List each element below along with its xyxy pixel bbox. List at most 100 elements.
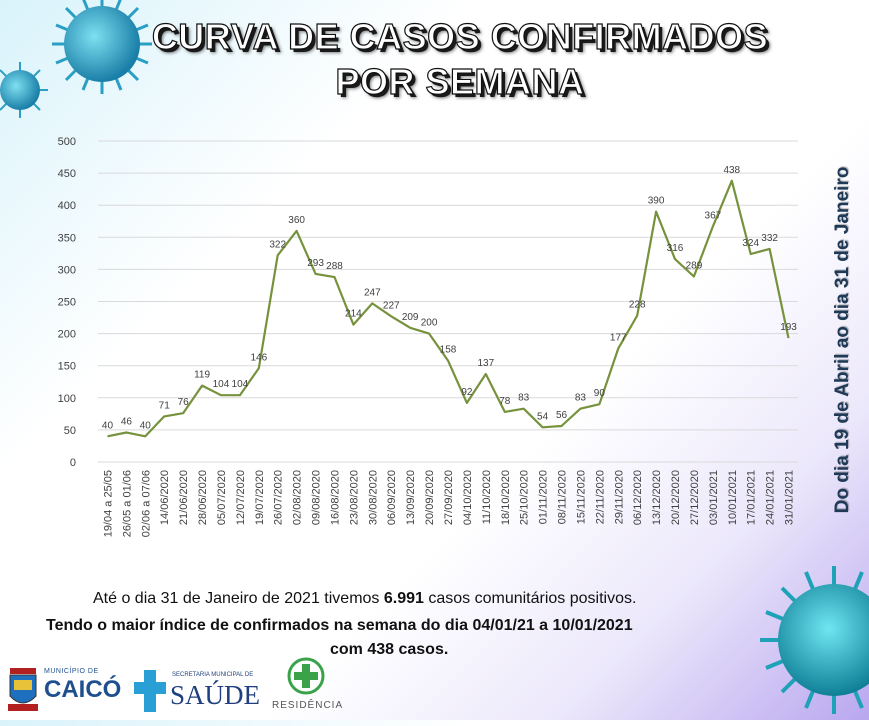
x-tick-label: 04/10/2020: [462, 470, 474, 525]
y-tick-label: 300: [58, 264, 76, 276]
x-tick-label: 10/01/2021: [727, 470, 739, 525]
saude-logo: SECRETARIA MUNICIPAL DE SAÚDE: [132, 666, 272, 718]
y-tick-label: 50: [64, 425, 76, 437]
x-tick-label: 17/01/2021: [746, 470, 758, 525]
x-tick-label: 20/12/2020: [670, 470, 682, 525]
caption-total: 6.991: [383, 590, 424, 607]
data-label: 228: [629, 300, 646, 311]
x-tick-label: 15/11/2020: [575, 470, 587, 524]
data-label: 200: [421, 318, 438, 329]
x-tick-label: 20/09/2020: [424, 470, 436, 525]
y-tick-label: 100: [58, 393, 76, 405]
data-label: 209: [402, 312, 419, 323]
residencia-emblem-icon: [287, 657, 325, 695]
virus-icon-left-small: [0, 62, 48, 118]
data-label: 104: [213, 379, 230, 390]
data-label: 83: [518, 393, 530, 404]
x-tick-label: 02/08/2020: [292, 470, 304, 525]
residencia-name: RESIDÊNCIA: [272, 700, 344, 711]
data-label: 288: [326, 261, 343, 272]
caico-name: CAICÓ: [44, 676, 122, 703]
data-label: 214: [345, 309, 362, 320]
data-label: 227: [383, 300, 400, 311]
data-label: 390: [648, 196, 665, 207]
x-tick-label: 28/06/2020: [197, 470, 209, 525]
data-label: 193: [780, 322, 797, 333]
data-label: 76: [178, 397, 190, 408]
title-line-1: CURVA DE CASOS CONFIRMADOS: [151, 15, 769, 57]
x-tick-label: 25/10/2020: [519, 470, 531, 525]
data-label: 104: [232, 379, 249, 390]
x-tick-label: 29/11/2020: [613, 470, 625, 524]
y-tick-label: 0: [70, 457, 76, 469]
data-label: 78: [499, 396, 511, 407]
data-label: 54: [537, 411, 549, 422]
x-tick-label: 02/06 a 07/06: [140, 470, 152, 537]
x-tick-label: 13/09/2020: [405, 470, 417, 525]
x-tick-label: 24/01/2021: [765, 470, 777, 525]
data-label: 46: [121, 416, 133, 427]
x-tick-label: 06/09/2020: [386, 470, 398, 525]
caption-line-1-post: casos comunitários positivos.: [423, 590, 637, 607]
x-tick-label: 18/10/2020: [500, 470, 512, 525]
data-label: 367: [705, 210, 722, 221]
data-label: 119: [194, 370, 210, 381]
caption-line-2: Tendo o maior índice de confirmados na s…: [46, 617, 633, 634]
title-line-2: POR SEMANA: [335, 60, 585, 102]
x-tick-label: 21/06/2020: [178, 470, 190, 525]
data-label: 56: [556, 410, 568, 421]
x-tick-label: 03/01/2021: [708, 470, 720, 525]
x-tick-label: 19/07/2020: [254, 470, 266, 525]
x-tick-label: 22/11/2020: [594, 470, 606, 524]
data-label: 158: [440, 345, 457, 356]
data-label: 92: [461, 387, 473, 398]
y-tick-label: 350: [58, 232, 76, 244]
x-tick-label: 27/12/2020: [689, 470, 701, 525]
data-label: 360: [288, 215, 305, 226]
data-label: 438: [723, 165, 740, 176]
y-tick-label: 200: [58, 329, 76, 341]
x-tick-label: 14/06/2020: [159, 470, 171, 525]
x-tick-label: 12/07/2020: [235, 470, 247, 525]
data-label: 71: [159, 400, 171, 411]
data-label: 293: [307, 258, 324, 269]
data-label: 324: [742, 238, 759, 249]
saude-cross-icon: [134, 670, 166, 712]
saude-name: SAÚDE: [170, 680, 261, 710]
y-tick-label: 450: [58, 168, 76, 180]
x-tick-label: 09/08/2020: [311, 470, 323, 525]
data-label: 83: [575, 393, 587, 404]
x-tick-label: 26/07/2020: [273, 470, 285, 525]
data-label: 177: [610, 332, 627, 343]
x-tick-label: 19/04 a 25/05: [102, 470, 114, 537]
data-label: 332: [761, 233, 778, 244]
data-label: 137: [477, 358, 494, 369]
caption-line-1: Até o dia 31 de Janeiro de 2021 tivemos …: [93, 590, 636, 608]
caico-crest-icon: [8, 668, 38, 711]
x-tick-label: 16/08/2020: [329, 470, 341, 525]
data-label: 40: [102, 420, 114, 431]
x-tick-label: 31/01/2021: [784, 470, 796, 525]
x-tick-label: 23/08/2020: [348, 470, 360, 525]
x-tick-label: 08/11/2020: [557, 470, 569, 524]
data-label: 289: [686, 260, 703, 271]
x-tick-label: 26/05 a 01/06: [121, 470, 133, 537]
page-title: CURVA DE CASOS CONFIRMADOS POR SEMANA: [60, 14, 860, 104]
data-label: 316: [667, 243, 684, 254]
x-tick-label: 30/08/2020: [367, 470, 379, 525]
data-label: 322: [269, 239, 286, 250]
date-range-vertical: Do dia 19 de Abril ao dia 31 de Janeiro: [832, 166, 853, 514]
x-tick-label: 01/11/2020: [538, 470, 550, 524]
series-line: [107, 179, 790, 438]
data-label: 247: [364, 287, 381, 298]
x-tick-label: 11/10/2020: [481, 470, 493, 524]
y-tick-label: 250: [58, 297, 76, 309]
caico-small: MUNICÍPIO DE: [44, 668, 99, 675]
y-tick-label: 400: [58, 200, 76, 212]
caico-logo: MUNICÍPIO DE CAICÓ: [6, 664, 124, 716]
caption-line-1-pre: Até o dia 31 de Janeiro de 2021 tivemos: [93, 590, 384, 607]
data-label: 146: [250, 352, 267, 363]
data-label: 40: [140, 420, 152, 431]
x-tick-label: 06/12/2020: [632, 470, 644, 525]
